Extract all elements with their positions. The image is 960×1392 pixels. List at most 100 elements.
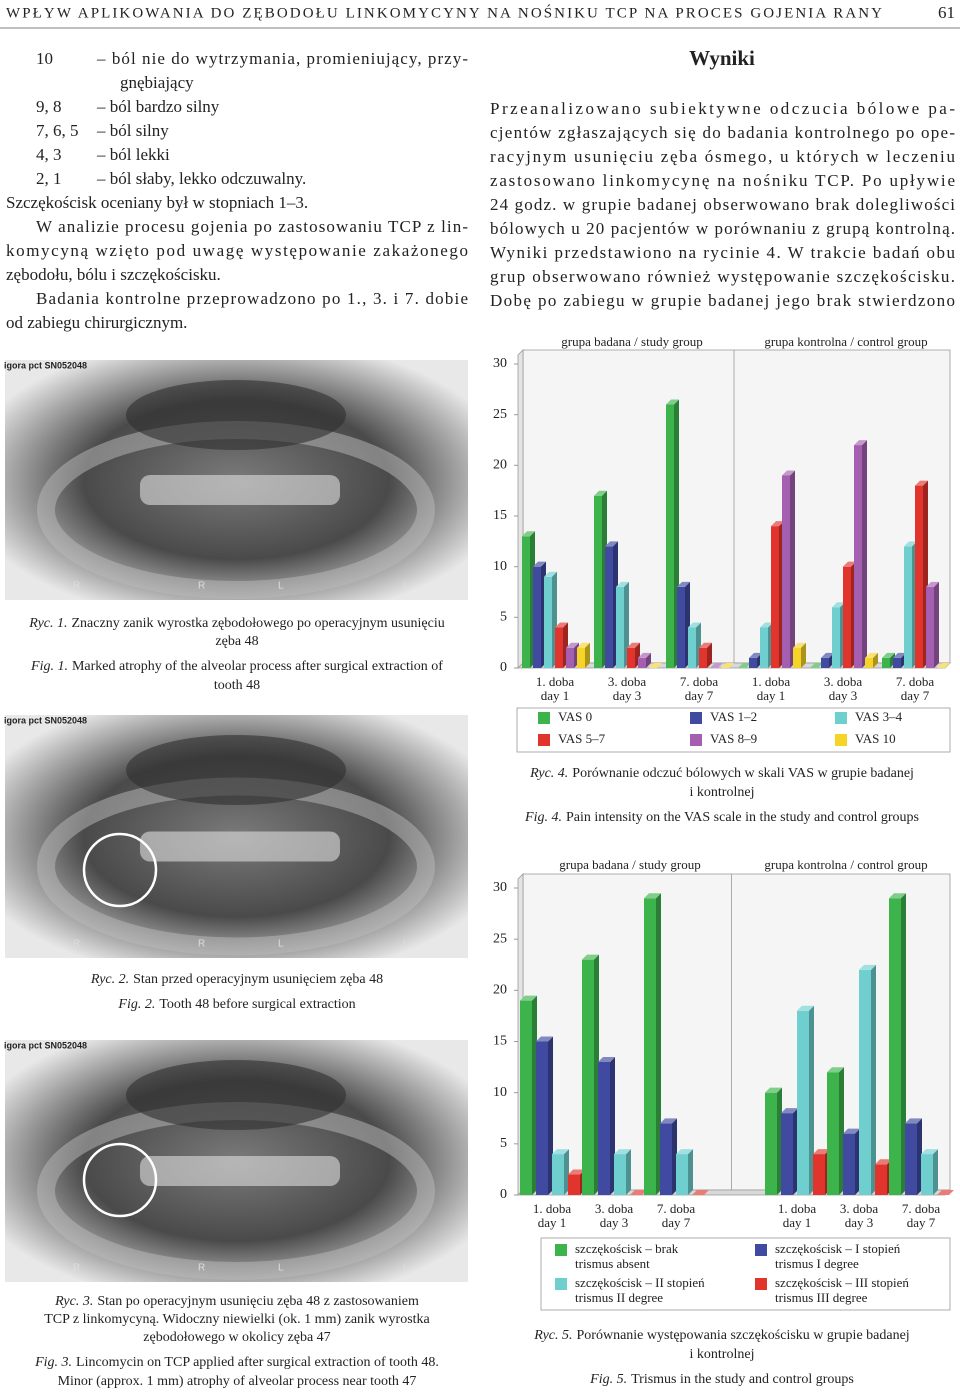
group-label: grupa kontrolna / control group [764,334,927,349]
results-line: grup obserwowano również występowanie sz… [490,267,955,286]
xray-nasal [126,380,346,450]
legend-label: szczękościsk – I stopień [775,1241,901,1256]
bar [797,1010,809,1195]
bar-top [533,561,546,567]
caption-line: Minor (approx. 1 mm) atrophy of alveolar… [58,1374,417,1389]
caption-line: zęba 48 [215,634,258,649]
bar-top [797,1005,814,1011]
bar-top [616,581,629,587]
bar [677,586,685,668]
legend-label-en: trismus II degree [575,1290,663,1305]
highlight-circle [82,832,158,908]
bar-top [882,652,895,658]
bar-side [624,581,629,668]
bar-top [522,531,535,537]
bar-top [749,652,762,658]
bar-side [873,652,878,668]
bar [832,607,840,668]
bar-top [854,440,867,446]
legend-swatch [690,712,702,724]
caption-text: Znaczny zanik wyrostka zębodołowego po o… [72,616,445,631]
bar-top [676,1149,693,1155]
bar [544,576,552,668]
bar [644,898,656,1195]
image-marker: L [403,581,409,592]
legend-label: VAS 5–7 [558,731,606,746]
bar-top [677,581,690,587]
caption-text: tooth 48 [214,678,260,693]
group-label: grupa badana / study group [561,334,703,349]
bar [666,404,674,668]
x-tick-label-en: day 7 [685,688,714,703]
bar-side [532,995,537,1195]
y-tick-label: 0 [500,1187,507,1202]
bar-top [638,652,651,658]
paragraph-line: Badania kontrolne przeprowadzono po 1., … [36,289,468,308]
bar-top [821,652,834,658]
scale-grade: 9, 8 [36,97,62,116]
legend-swatch [835,712,847,724]
image-label: igora pct SN052048 [4,715,87,725]
x-tick-label-en: day 3 [600,1215,629,1230]
bar-top [875,1159,892,1165]
bar-top [721,663,734,668]
legend-label: szczękościsk – brak [575,1241,679,1256]
x-tick-label-en: day 3 [845,1215,874,1230]
results-line: Wyniki przedstawiono na rycinie 4. W tra… [490,243,956,262]
paragraph-line: komycyną wzięto pod uwagę występowanie z… [6,241,468,260]
bar-top [660,1118,677,1124]
bar-top [832,602,845,608]
x-tick-label: 7. doba [657,1201,696,1216]
caption-line: i kontrolnej [690,785,755,800]
image-marker: R [73,1263,80,1274]
bar-top [577,642,590,648]
bar-side [809,1005,814,1195]
x-tick-label-en: day 1 [783,1215,812,1230]
bar [749,657,757,668]
bar [552,1154,564,1195]
caption-text: Trismus in the study and control groups [631,1372,854,1387]
bar-top [568,1169,585,1175]
bar [859,969,871,1195]
bar-top [937,663,950,668]
bar-side [790,470,795,668]
legend-box [516,707,951,753]
results-line: zastosowano linkomycynę na nośniku TCP. … [490,171,955,190]
bar [614,1154,626,1195]
legend-swatch [690,734,702,746]
caption-line: Ryc. 2. Stan przed operacyjnym usunięciem… [90,972,383,987]
legend-label: szczękościsk – III stopień [775,1275,909,1290]
paragraph-line: Szczękościsk oceniany był w stopniach 1–… [6,193,308,212]
y-tick-label: 5 [500,1136,507,1151]
bar-side [793,1108,798,1195]
bar-top [644,893,661,899]
bar [536,1041,548,1195]
image-marker: R [198,581,205,592]
x-tick-label-en: day 3 [613,688,642,703]
caption-line: Ryc. 5. Porównanie występowania szczękośc… [533,1328,909,1343]
bar-side [855,1128,860,1195]
bar-side [548,1036,553,1195]
legend-label: VAS 3–4 [855,709,903,724]
bar-top [649,663,662,668]
bar-top [859,964,876,970]
bar-top [937,1190,954,1195]
results-line: bólowych u 20 pacjentów w porównaniu z g… [490,219,955,238]
bar-top [827,1067,844,1073]
scale-description: – ból silny [96,121,169,140]
caption-text: Porównanie odczuć bólowych w skali VAS w… [572,766,914,781]
bar-side [672,1118,677,1195]
bar [771,526,779,668]
bar-side [839,1067,844,1195]
bar-side [901,893,906,1195]
bar [520,1000,532,1195]
bar-top [544,571,557,577]
bar [904,546,912,668]
caption-line: zębodołowego w okolicy zęba 47 [143,1330,330,1345]
caption-line: TCP z linkomycyną. Widoczny niewielki (o… [44,1312,430,1327]
bar-top [536,1036,553,1042]
legend-label: VAS 1–2 [710,709,757,724]
bar [926,586,934,668]
bar-side [777,1087,782,1195]
xray-teeth [140,475,340,505]
